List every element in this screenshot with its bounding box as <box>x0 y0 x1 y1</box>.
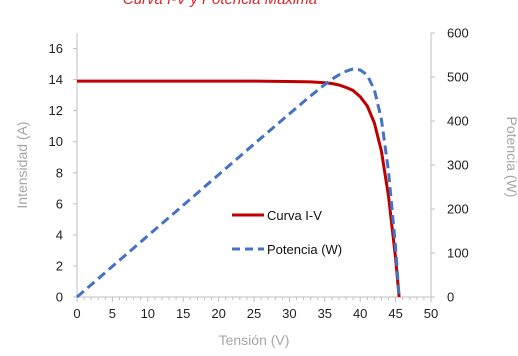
y2-tick-label: 200 <box>447 202 469 217</box>
y-tick-label: 8 <box>56 165 63 180</box>
y2-tick-label: 300 <box>447 158 469 173</box>
y-tick-label: 4 <box>56 227 63 242</box>
y2-tick-label: 0 <box>447 290 454 305</box>
x-tick-label: 5 <box>109 306 116 321</box>
axes <box>73 32 435 302</box>
x-tick-label: 40 <box>353 306 367 321</box>
y-tick-label: 12 <box>49 103 63 118</box>
x-tick-label: 20 <box>211 306 225 321</box>
y2-tick-label: 600 <box>447 26 469 41</box>
y2-tick-label: 400 <box>447 114 469 129</box>
chart-title: Curva I-V y Potencia Máxima <box>123 0 317 8</box>
power-curve-line <box>76 67 401 299</box>
x-tick-label: 0 <box>73 306 80 321</box>
x-tick-label: 25 <box>247 306 261 321</box>
tick-labels: 0 5 10 15 20 25 30 35 40 45 5002468101214160100200… <box>49 26 469 322</box>
y-tick-label: 2 <box>56 258 63 273</box>
series-lines <box>76 67 401 299</box>
y-axis-title: Intensidad (A) <box>14 121 30 208</box>
y-tick-label: 0 <box>56 290 63 305</box>
x-tick-label: 50 <box>424 306 438 321</box>
y2-tick-label: 100 <box>447 246 469 261</box>
y2-axis-title: Potencia (W) <box>504 117 518 198</box>
y-tick-label: 14 <box>49 72 63 87</box>
x-tick-label: 15 <box>176 306 190 321</box>
x-tick-label: 10 <box>141 306 155 321</box>
x-tick-label: 35 <box>318 306 332 321</box>
y-tick-label: 6 <box>56 196 63 211</box>
legend-label-power: Potencia (W) <box>267 242 342 257</box>
x-axis-title: Tensión (V) <box>219 332 290 348</box>
x-tick-label: 45 <box>388 306 402 321</box>
legend-label-iv: Curva I-V <box>267 208 322 223</box>
x-tick-label: 30 <box>282 306 296 321</box>
y2-tick-label: 500 <box>447 70 469 85</box>
iv-curve-line <box>77 79 401 298</box>
legend: Curva I-V Potencia (W) <box>232 208 342 257</box>
y-tick-label: 10 <box>49 134 63 149</box>
y-tick-label: 16 <box>49 41 63 56</box>
